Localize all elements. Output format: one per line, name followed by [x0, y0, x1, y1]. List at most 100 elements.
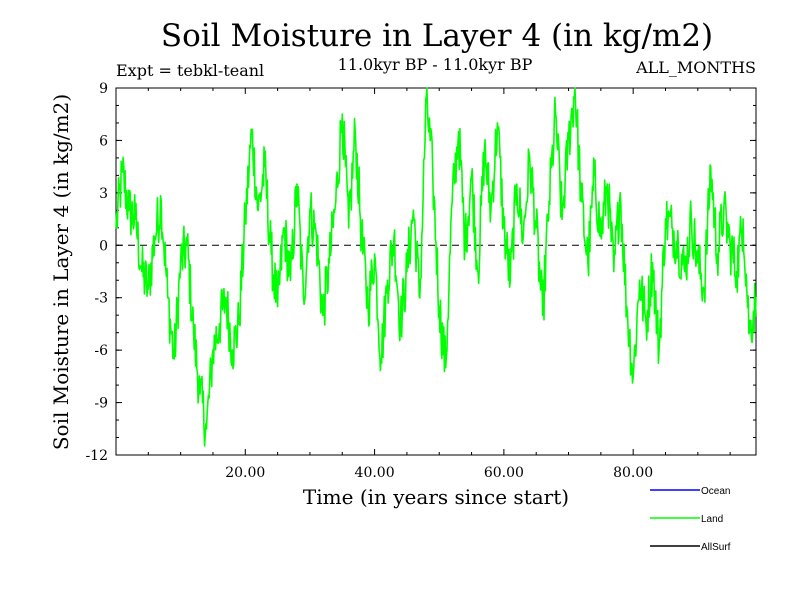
data-point	[651, 261, 654, 264]
data-point	[535, 227, 538, 229]
data-point	[186, 244, 188, 247]
data-point	[528, 157, 531, 159]
data-point	[451, 200, 453, 203]
data-point	[509, 279, 512, 282]
data-point	[315, 235, 318, 238]
data-point	[192, 331, 195, 334]
data-point	[554, 113, 557, 116]
data-point	[147, 288, 150, 290]
x-tick-label: 20.00	[225, 465, 265, 481]
x-tick-label: 80.00	[613, 465, 653, 481]
data-point	[722, 209, 725, 212]
data-point	[276, 305, 279, 308]
data-point	[606, 183, 609, 185]
data-point	[735, 270, 738, 273]
data-point	[690, 218, 693, 220]
data-point	[483, 148, 486, 150]
data-point	[632, 375, 634, 378]
data-point	[360, 235, 363, 238]
y-axis-label: Soil Moisture in Layer 4 (in kg/m2)	[49, 94, 73, 450]
data-point	[580, 200, 583, 203]
data-point	[742, 218, 744, 220]
data-point	[257, 209, 260, 212]
data-point	[671, 227, 673, 229]
y-tick-label: -9	[94, 396, 108, 412]
data-point	[399, 323, 402, 325]
data-point	[625, 305, 628, 308]
data-point	[684, 270, 686, 273]
data-point	[225, 296, 227, 299]
data-point	[541, 314, 544, 316]
series-layer	[115, 87, 757, 447]
data-point	[645, 323, 647, 325]
data-point	[516, 183, 518, 185]
data-point	[386, 279, 389, 282]
y-tick-label: -6	[94, 343, 108, 359]
y-tick-label: 3	[99, 186, 108, 202]
data-point	[128, 209, 130, 212]
data-point	[438, 305, 441, 308]
data-point	[283, 227, 285, 229]
data-point	[464, 244, 466, 247]
data-point	[619, 192, 622, 194]
legend-label-land: Land	[701, 514, 723, 525]
data-point	[199, 393, 201, 395]
data-point	[490, 209, 492, 212]
data-point	[309, 209, 311, 212]
data-point	[179, 261, 182, 264]
legend: Ocean Land AllSurf	[650, 486, 731, 553]
data-point	[380, 358, 382, 360]
data-point	[115, 227, 117, 229]
data-point	[457, 130, 460, 133]
x-tick-label: 60.00	[484, 465, 524, 481]
data-point	[367, 305, 369, 308]
data-point	[470, 174, 473, 177]
y-tick-label: 6	[99, 133, 108, 149]
data-point	[231, 349, 234, 351]
legend-label-allsurf: AllSurf	[701, 542, 731, 553]
period-label: 11.0kyr BP - 11.0kyr BP	[338, 55, 533, 74]
y-tick-label: -3	[94, 291, 108, 307]
data-point	[270, 253, 272, 255]
data-point	[160, 200, 163, 203]
data-point	[612, 270, 615, 273]
data-point	[729, 244, 731, 247]
y-tick-label: 0	[99, 238, 108, 254]
data-point	[709, 165, 712, 168]
data-point	[334, 200, 337, 203]
data-point	[141, 270, 143, 273]
data-point	[153, 235, 156, 238]
data-point	[354, 130, 356, 133]
data-point	[477, 270, 479, 273]
data-point	[574, 87, 576, 89]
data-point	[238, 323, 240, 325]
data-point	[600, 235, 602, 238]
data-point	[664, 218, 667, 220]
data-point	[412, 209, 415, 212]
chart-title: Soil Moisture in Layer 4 (in kg/m2)	[161, 18, 713, 54]
data-point	[121, 171, 124, 173]
data-point	[212, 349, 214, 351]
x-tick-label: 40.00	[355, 465, 395, 481]
data-point	[587, 261, 589, 264]
data-point	[296, 183, 298, 185]
data-point	[697, 261, 699, 264]
data-point	[593, 174, 596, 177]
data-point	[393, 235, 395, 238]
data-point	[431, 174, 434, 177]
series-line-land	[115, 87, 757, 447]
data-point	[250, 130, 253, 133]
data-point	[302, 296, 305, 299]
ticks-layer: -12 -9 -6 -3 0 3 6 9 20.00 40.00 60.00 80.00	[85, 81, 756, 481]
data-point	[567, 139, 570, 142]
data-point	[406, 270, 408, 273]
data-point	[373, 253, 376, 255]
data-point	[496, 122, 499, 124]
data-point	[522, 235, 525, 238]
x-axis-label: Time (in years since start)	[303, 485, 569, 509]
data-point	[173, 358, 175, 360]
data-point	[425, 95, 428, 98]
experiment-label: Expt = tebkl-teanl	[116, 61, 264, 80]
plot-frame	[115, 87, 757, 456]
